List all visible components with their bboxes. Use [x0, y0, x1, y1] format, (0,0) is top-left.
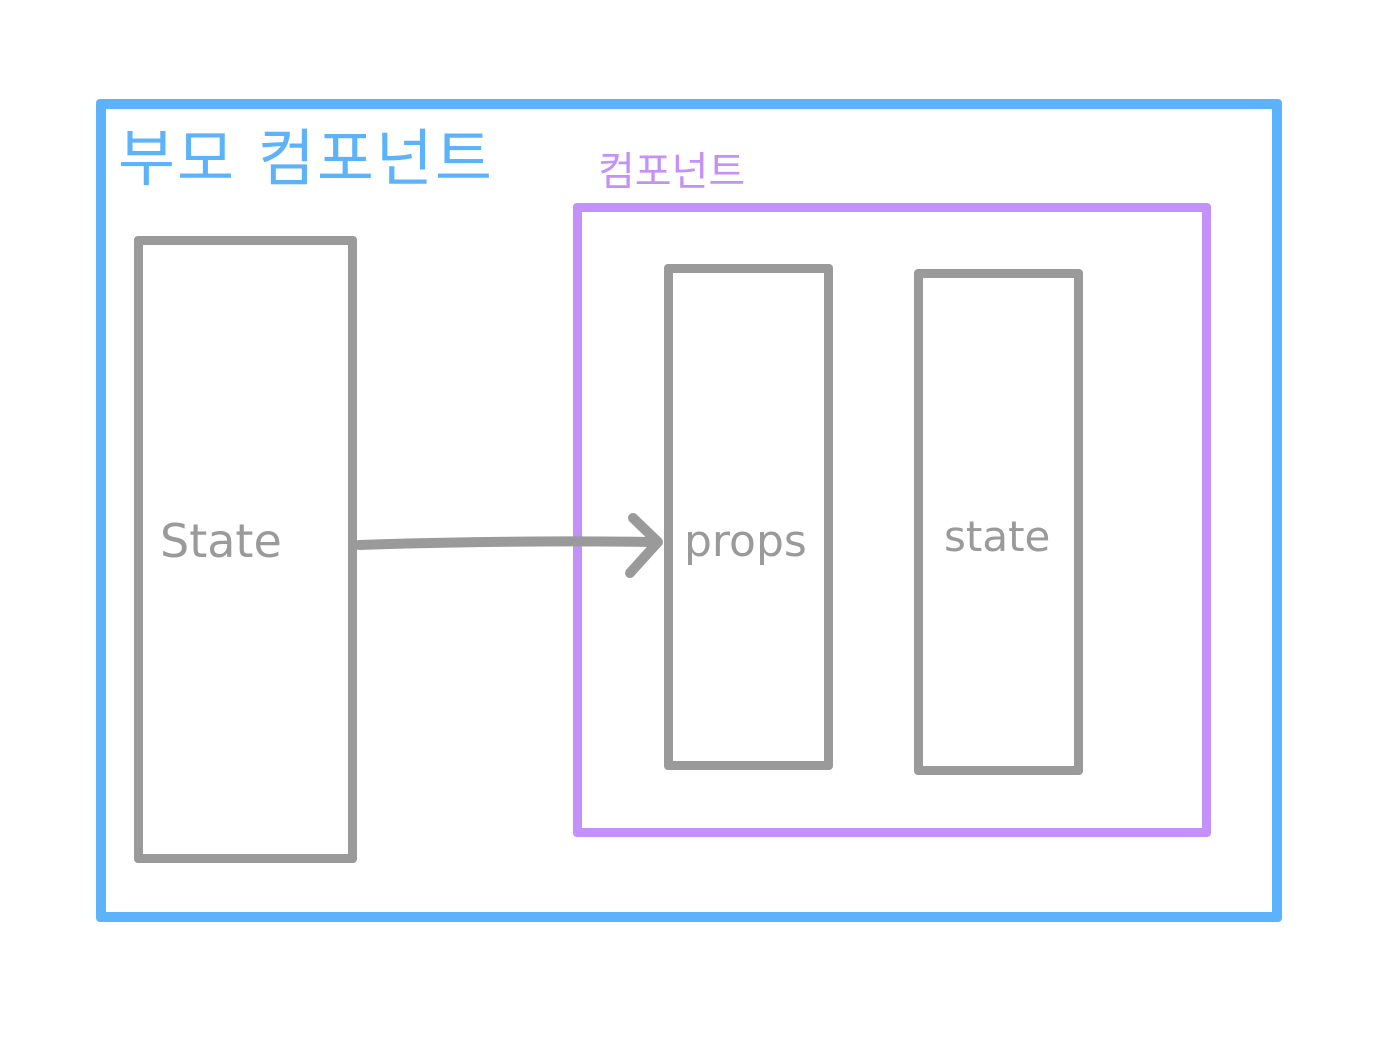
parent-component-box [96, 99, 1282, 922]
parent-state-label: State [160, 514, 282, 568]
parent-state-box [134, 236, 357, 863]
arrow-head [625, 513, 663, 578]
arrow-shaft [354, 536, 661, 550]
child-component-box [573, 203, 1211, 837]
props-box [664, 264, 833, 770]
props-label: props [684, 516, 807, 567]
parent-component-title: 부모 컴포넌트 [118, 122, 494, 195]
child-component-title: 컴포넌트 [598, 149, 746, 195]
child-state-label: state [944, 512, 1051, 561]
child-state-box [914, 269, 1083, 775]
